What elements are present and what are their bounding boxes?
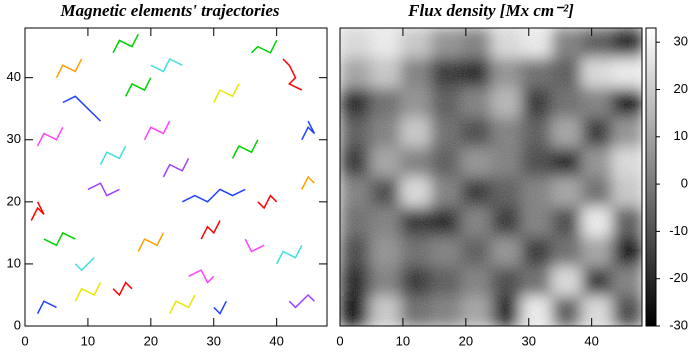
image <box>340 28 642 326</box>
trajectory <box>301 175 315 190</box>
trajectory <box>74 282 102 302</box>
colorbar-label: 0 <box>681 176 688 191</box>
plot-frame <box>339 27 643 327</box>
colorbar-label: 20 <box>674 81 688 96</box>
texture <box>340 28 642 326</box>
x-tick-label: 20 <box>144 333 158 348</box>
trajectory <box>200 220 221 240</box>
x-tick-label: 10 <box>396 333 410 348</box>
trajectory <box>99 145 127 165</box>
colorbar-label: 30 <box>674 34 688 49</box>
left-title: Magnetic elements' trajectories <box>59 1 279 20</box>
trajectory <box>137 232 165 252</box>
x-tick-label: 10 <box>81 333 95 348</box>
trajectory <box>62 95 102 122</box>
trajectory <box>244 238 265 253</box>
colorbar-label: -30 <box>669 317 688 332</box>
colorbar-label: -20 <box>669 270 688 285</box>
trajectory <box>150 57 183 73</box>
trajectory <box>181 188 246 203</box>
x-tick-label: 0 <box>21 333 28 348</box>
trajectory <box>143 120 171 141</box>
trajectory <box>125 77 152 97</box>
trajectory <box>231 139 259 159</box>
x-tick-label: 0 <box>336 333 343 348</box>
trajectory <box>55 58 83 79</box>
trajectory <box>112 281 133 297</box>
plot-frame <box>24 27 328 327</box>
x-tick-label: 20 <box>459 333 473 348</box>
right-title: Flux density [Mx cm⁻²] <box>407 1 574 20</box>
x-tick-label: 30 <box>522 333 536 348</box>
colorbar <box>645 27 657 327</box>
trajectory <box>36 300 57 314</box>
trajectory <box>87 182 120 197</box>
trajectory <box>30 201 45 221</box>
trajectory <box>213 83 240 103</box>
trajectory <box>276 244 303 265</box>
y-tick-label: 40 <box>7 69 21 84</box>
trajectory <box>36 126 64 147</box>
colorbar-label: 10 <box>674 128 688 143</box>
trajectory <box>43 231 76 247</box>
colorbar-label: -10 <box>669 223 688 238</box>
trajectory <box>169 294 196 314</box>
x-tick-label: 30 <box>207 333 221 348</box>
trajectory <box>188 269 215 284</box>
trajectory <box>162 158 190 178</box>
y-tick-label: 10 <box>7 255 21 270</box>
trajectory <box>250 40 278 54</box>
trajectory <box>74 257 95 272</box>
x-tick-label: 40 <box>269 333 283 348</box>
x-tick-label: 40 <box>584 333 598 348</box>
trajectory <box>257 194 278 210</box>
trajectory <box>112 33 139 54</box>
y-tick-label: 30 <box>7 131 21 146</box>
trajectory <box>282 58 303 91</box>
y-tick-label: 0 <box>14 317 21 332</box>
y-tick-label: 20 <box>7 193 21 208</box>
trajectory <box>213 300 227 315</box>
trajectory <box>301 120 316 141</box>
trajectory <box>288 293 315 309</box>
